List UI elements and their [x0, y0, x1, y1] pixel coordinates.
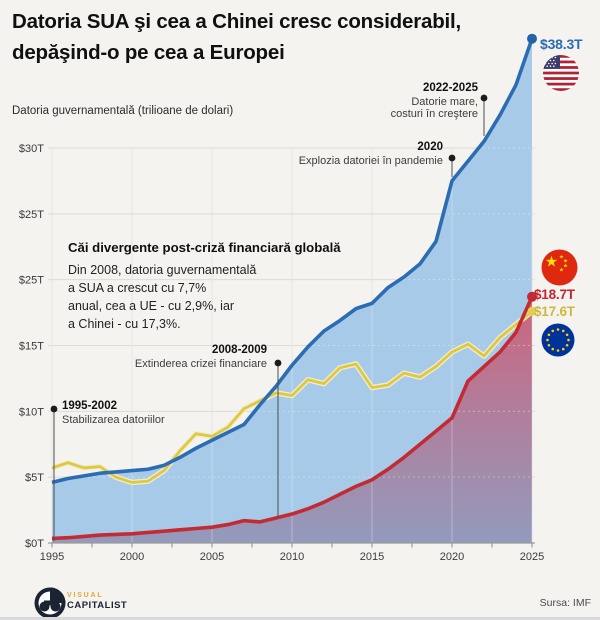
usa-line [51, 38, 534, 485]
annotation-text: Explozia datoriei în pandemie [298, 154, 443, 167]
annotation-text: Extinderea crizei financiare [134, 357, 267, 370]
svg-text:★: ★ [563, 258, 568, 265]
callout-line: Din 2008, datoria guvernamentală [68, 263, 257, 277]
svg-text:★: ★ [559, 254, 564, 261]
annotation-text: Datorie mare, [411, 95, 478, 108]
x-axis-label: 1995 [40, 551, 64, 563]
callout-title: Căi divergente post-criză financiară glo… [68, 240, 341, 255]
y-axis-label: $25T [19, 209, 44, 221]
eu-endpoint-dot [527, 306, 537, 316]
annotation-text: Stabilizarea datoriilor [62, 413, 165, 426]
china-endpoint-dot [527, 291, 537, 302]
callout-line: anual, cea a UE - cu 2,9%, iar [68, 299, 235, 313]
usa-endpoint-dot [527, 33, 537, 44]
china-line [51, 296, 534, 541]
annotation-marker-dot [480, 94, 488, 102]
usa-end-value: $38.3T [540, 36, 583, 52]
china-flag-icon: ★ ★ ★ ★ ★ [541, 249, 578, 286]
bottom-strip [0, 617, 600, 620]
x-axis-label: 2020 [440, 551, 464, 563]
annotation-years: 1995-2002 [62, 400, 117, 412]
eu-line [51, 310, 533, 484]
divergence-callout: Căi divergente post-criză financiară glo… [68, 239, 341, 333]
y-axis-label: $25T [19, 275, 44, 287]
x-axis-label: 2000 [120, 551, 144, 563]
title-line-2: depăşind-o pe cea a Europei [12, 41, 285, 64]
title-line-1: Datoria SUA şi cea a Chinei cresc consid… [12, 10, 461, 33]
annotation-2022-2025: 2022-2025 Datorie mare, costuri în creşt… [391, 82, 478, 121]
y-axis-label: $10T [19, 406, 44, 418]
x-axis-label: 2005 [200, 551, 224, 563]
annotation-1995-2002: 1995-2002 Stabilizarea datoriilor [62, 400, 165, 426]
annotation-2020: 2020 Explozia datoriei în pandemie [299, 141, 443, 167]
annotation-marker-dot [448, 154, 456, 162]
y-axis-label: $15T [19, 341, 44, 353]
annotation-marker-dot [50, 405, 58, 413]
svg-text:★: ★ [559, 267, 564, 274]
annotation-text: costuri în creştere [390, 108, 478, 120]
annotation-years: 2022-2025 [423, 82, 478, 94]
x-axis-label: 2015 [360, 551, 384, 563]
page-title: Datoria SUA şi cea a Chinei cresc consid… [12, 6, 587, 68]
y-axis-label: $5T [25, 472, 44, 484]
china-area [52, 296, 532, 543]
y-axis-label: $30T [19, 143, 44, 155]
china-end-value: $18.7T [534, 287, 575, 302]
svg-text:★: ★ [545, 254, 558, 271]
eu-flag-icon [541, 323, 575, 357]
us-flag-icon [543, 55, 579, 91]
source-credit: Sursa: IMF [539, 597, 591, 609]
eu-end-value: $17.6T [534, 304, 575, 319]
callout-line: a SUA a crescut cu 7,7% [68, 281, 207, 295]
logo-text-visual: VISUAL [67, 592, 104, 599]
logo-text-capitalist: CAPITALIST [67, 600, 128, 611]
annotation-years: 2008-2009 [212, 344, 267, 356]
x-axis-label: 2010 [280, 551, 304, 563]
svg-text:★: ★ [563, 263, 568, 270]
chart-subtitle: Datoria guvernamentală (trilioane de dol… [12, 105, 234, 117]
y-axis-label: $0T [25, 538, 44, 550]
visual-capitalist-logo-icon [34, 587, 66, 619]
annotation-years: 2020 [417, 141, 443, 153]
visual-capitalist-wordmark: VISUAL CAPITALIST [67, 591, 127, 611]
x-axis-label: 2025 [520, 551, 544, 563]
callout-line: a Chinei - cu 17,3%. [68, 317, 181, 331]
annotation-2008-2009: 2008-2009 Extinderea crizei financiare [135, 344, 267, 370]
annotation-marker-dot [274, 359, 282, 367]
usa-area [52, 38, 532, 543]
